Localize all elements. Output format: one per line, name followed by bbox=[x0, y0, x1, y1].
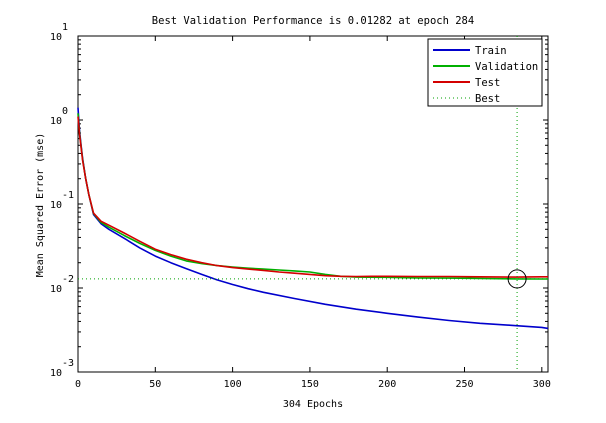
series-lines bbox=[77, 107, 549, 330]
y-tick-exponent: -3 bbox=[62, 358, 74, 369]
legend-label: Validation bbox=[475, 61, 538, 73]
x-tick-label: 150 bbox=[301, 379, 319, 390]
x-tick-label: 50 bbox=[149, 379, 161, 390]
y-tick-label: 10-3 bbox=[50, 358, 74, 379]
x-tick-label: 0 bbox=[75, 379, 81, 390]
y-tick-label: 100 bbox=[50, 106, 68, 127]
y-tick-base: 10 bbox=[50, 200, 62, 211]
y-tick-exponent: 1 bbox=[62, 22, 68, 33]
y-tick-exponent: 0 bbox=[62, 106, 68, 117]
x-axis-label: 304 Epochs bbox=[283, 399, 343, 410]
series-line-test bbox=[77, 116, 548, 278]
y-tick-exponent: -2 bbox=[62, 274, 74, 285]
y-tick-exponent: -1 bbox=[62, 190, 74, 201]
legend-label: Test bbox=[475, 77, 500, 89]
x-tick-label: 250 bbox=[455, 379, 473, 390]
x-tick-label: 100 bbox=[224, 379, 242, 390]
y-tick-base: 10 bbox=[50, 284, 62, 295]
best-point-circle bbox=[507, 269, 527, 289]
x-tick-label: 300 bbox=[533, 379, 551, 390]
legend-label: Train bbox=[475, 45, 507, 57]
y-tick-base: 10 bbox=[50, 116, 62, 127]
legend-label: Best bbox=[475, 93, 500, 105]
chart-title: Best Validation Performance is 0.01282 a… bbox=[152, 15, 474, 27]
y-tick-base: 10 bbox=[50, 32, 62, 43]
y-tick-label: 10-1 bbox=[50, 190, 74, 211]
legend: Train Validation Test Best bbox=[427, 38, 543, 107]
x-tick-label: 200 bbox=[378, 379, 396, 390]
y-tick-label: 101 bbox=[50, 22, 68, 43]
y-tick-base: 10 bbox=[50, 368, 62, 379]
y-tick-label: 10-2 bbox=[50, 274, 74, 295]
y-axis-label: Mean Squared Error (mse) bbox=[35, 133, 46, 278]
